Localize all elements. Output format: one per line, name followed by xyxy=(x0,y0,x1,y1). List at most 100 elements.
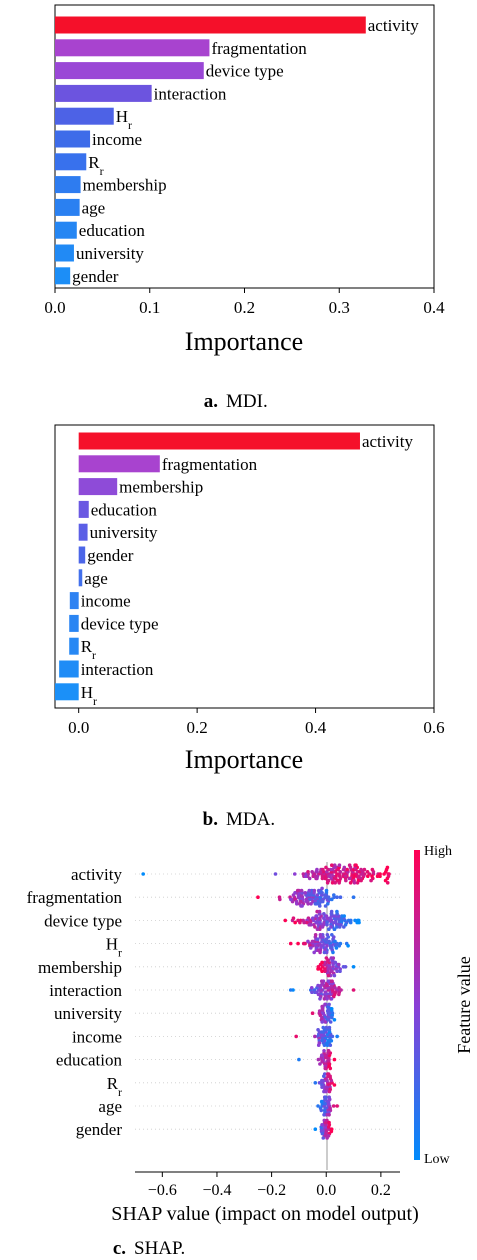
panel-b-bar-membership xyxy=(78,478,118,496)
panel-c-dot-device-type xyxy=(337,925,342,929)
panel-c-dot-activity xyxy=(342,865,347,870)
panel-a-bar-label-activity: activity xyxy=(368,16,419,35)
panel-a-caption-text: MDI. xyxy=(226,391,268,412)
panel-c-dot-activity xyxy=(375,874,380,878)
panel-c-dot-activity xyxy=(385,865,390,870)
panel-c-dot-fragmentation xyxy=(324,888,329,893)
panel-c-dot-fragmentation xyxy=(294,902,299,906)
panel-c-dot-fragmentation xyxy=(309,902,313,906)
panel-c-dot-device-type xyxy=(293,920,297,925)
panel-c-dot-interaction xyxy=(319,979,324,983)
panel-a-bar-label-device-type: device type xyxy=(206,62,284,81)
panel-c-dot-age xyxy=(327,1095,331,1099)
panel-b-bar-income xyxy=(69,592,79,610)
panel-c-dot-membership xyxy=(332,973,337,978)
panel-a-xtick-label: 0.2 xyxy=(234,298,255,317)
panel-a-bar-education xyxy=(55,221,77,239)
panel-c-dot-membership xyxy=(333,960,338,965)
panel-a-caption-letter: a. xyxy=(204,391,218,412)
panel-b-bar-label-device-type: device type xyxy=(81,614,159,633)
panel-b-bar-label-r-r: Rr xyxy=(81,637,96,662)
panel-c-xtick-label: 0.0 xyxy=(316,1182,336,1199)
panel-a-xtick-label: 0.1 xyxy=(139,298,160,317)
panel-c-dot-membership xyxy=(338,969,342,973)
panel-b-mda: activity fragmentation membership education… xyxy=(54,424,445,830)
panel-b-bar-label-age: age xyxy=(84,569,108,588)
panel-c-dot-gender xyxy=(320,1123,324,1127)
panel-c-dot-income xyxy=(322,1043,327,1047)
panel-c-dot-activity xyxy=(359,867,363,872)
panel-c-dot-university xyxy=(329,1007,334,1011)
panel-c-dot-h-r xyxy=(310,939,315,944)
panel-b-xtick-label: 0.2 xyxy=(187,718,208,737)
panel-a-xtick-label: 0.4 xyxy=(423,298,445,317)
panel-c-dot-fragmentation xyxy=(256,895,260,899)
panel-a-bar-income xyxy=(55,130,91,148)
panel-c-feature-label-gender: gender xyxy=(76,1120,123,1139)
panel-b-bar-interaction xyxy=(59,660,79,678)
panel-c-dot-university xyxy=(310,1011,315,1015)
colorbar-label: Feature value xyxy=(454,956,474,1053)
panel-c-dot-h-r xyxy=(301,941,306,946)
panel-c-dot-education xyxy=(328,1066,333,1071)
panel-c-dot-activity xyxy=(382,872,386,876)
panel-c-dot-h-r xyxy=(288,941,293,946)
panel-c-dot-activity xyxy=(325,881,330,885)
panel-c-dot-activity xyxy=(359,878,363,883)
panel-b-bar-h-r xyxy=(55,683,79,701)
panel-c-dot-fragmentation xyxy=(316,888,321,893)
panel-c-dot-fragmentation xyxy=(323,904,328,908)
panel-c-dot-age xyxy=(331,1104,336,1108)
panel-c-dot-r-r xyxy=(324,1089,328,1094)
panel-c-dot-gender xyxy=(313,1127,318,1131)
panel-b-bar-label-h-r: Hr xyxy=(81,683,97,708)
panel-c-xtick-label: 0.2 xyxy=(371,1182,391,1199)
panel-b-bar-label-fragmentation: fragmentation xyxy=(162,455,258,474)
panel-c-dot-interaction xyxy=(332,992,337,997)
panel-c-dot-fragmentation xyxy=(330,897,334,902)
panel-c-dot-university xyxy=(332,1018,337,1022)
panel-c-dot-income xyxy=(329,1039,334,1043)
panel-a-xlabel: Importance xyxy=(185,327,303,356)
panel-c-dot-h-r xyxy=(327,939,331,944)
panel-c-dot-activity xyxy=(314,876,318,881)
panel-c-dot-income xyxy=(335,1034,339,1039)
panel-c-dot-age xyxy=(323,1095,328,1099)
panel-c-feature-label-device-type: device type xyxy=(44,911,122,930)
panel-a-xtick-label: 0.0 xyxy=(44,298,65,317)
panel-c-dot-interaction xyxy=(316,983,320,988)
panel-c-dot-income xyxy=(327,1025,332,1030)
panel-a-bar-label-fragmentation: fragmentation xyxy=(211,39,307,58)
panel-c-dot-age xyxy=(322,1113,326,1117)
panel-b-bar-gender xyxy=(78,546,86,564)
panel-c-xtick-label: −0.2 xyxy=(257,1182,286,1199)
panel-c-dot-education xyxy=(332,1057,337,1062)
panel-c-dot-h-r xyxy=(318,933,323,937)
panel-c-dot-activity xyxy=(324,865,328,870)
panel-a-bar-fragmentation xyxy=(55,39,210,57)
panel-a-bar-label-education: education xyxy=(79,221,146,240)
panel-c-dot-membership xyxy=(351,965,356,969)
panel-c-dot-membership xyxy=(320,969,324,973)
panel-c-dot-fragmentation xyxy=(323,893,327,897)
panel-c-dot-income xyxy=(321,1025,326,1030)
panel-c-dot-device-type xyxy=(353,918,357,923)
panel-c-dot-interaction xyxy=(288,988,293,992)
panel-c-dot-device-type xyxy=(314,914,318,918)
panel-b-bar-device-type xyxy=(69,614,79,632)
panel-c-dot-university xyxy=(330,1015,334,1020)
panel-c-dot-device-type xyxy=(304,920,309,925)
panel-c-dot-activity xyxy=(303,874,308,878)
panel-c-xtick-label: −0.4 xyxy=(202,1182,231,1199)
panel-c-dot-fragmentation xyxy=(317,904,322,908)
panel-c-dot-interaction xyxy=(316,992,321,997)
panel-c-dot-device-type xyxy=(357,920,361,925)
colorbar-low-label: Low xyxy=(424,1152,451,1167)
panel-a-bar-label-interaction: interaction xyxy=(154,84,227,103)
panel-c-dot-activity xyxy=(362,867,367,872)
panel-a-bar-label-membership: membership xyxy=(83,176,167,195)
panel-c-dot-membership xyxy=(322,960,327,965)
panel-a-bar-device-type xyxy=(55,62,204,80)
panel-c-dot-h-r xyxy=(316,937,320,941)
panel-c-dot-activity xyxy=(273,872,278,876)
